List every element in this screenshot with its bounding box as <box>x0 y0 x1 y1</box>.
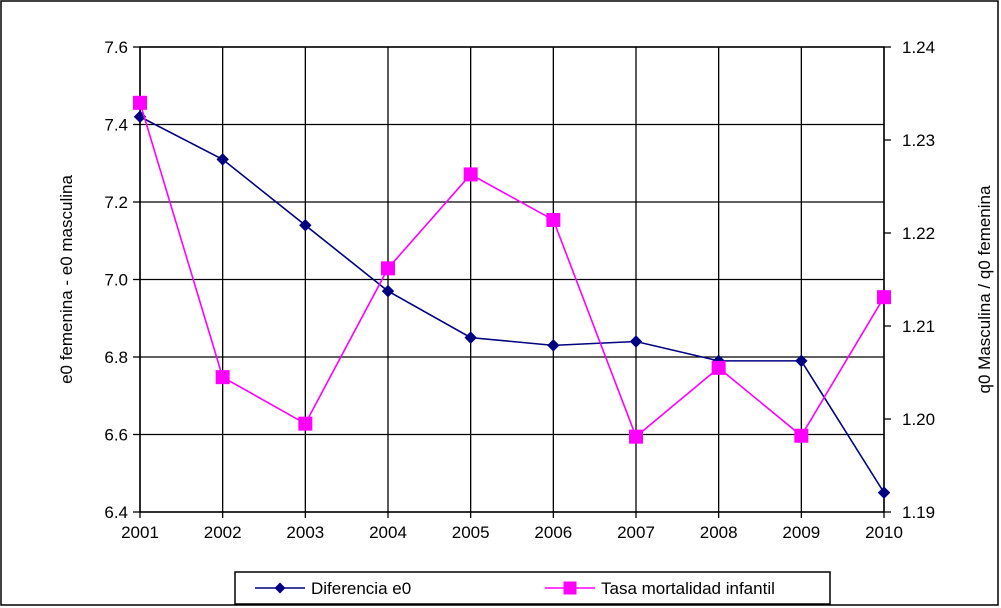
x-tick-label: 2004 <box>369 523 407 542</box>
data-point <box>711 360 726 375</box>
data-point <box>299 219 312 232</box>
x-tick-label: 2002 <box>204 523 242 542</box>
legend-marker <box>563 581 577 595</box>
data-point <box>381 261 395 276</box>
y-left-tick-label: 6.6 <box>104 426 128 445</box>
x-tick-label: 2009 <box>782 523 820 542</box>
y-right-tick-label: 1.24 <box>902 38 935 57</box>
x-axis: 2001 2002 2003 2004 2005 2006 2007 2008 2009 2010 <box>121 512 903 542</box>
data-point <box>215 370 230 385</box>
legend-item: Diferencia e0 <box>255 579 411 598</box>
x-tick-label: 2010 <box>865 523 903 542</box>
y-right-tick-label: 1.21 <box>902 317 935 336</box>
legend-box <box>234 571 831 605</box>
y-right-tick-label: 1.20 <box>902 410 935 429</box>
y-right-tick-label: 1.19 <box>902 503 935 522</box>
y-right-tick-label: 1.22 <box>902 224 935 243</box>
x-tick-label: 2003 <box>286 523 324 542</box>
data-point <box>298 416 313 431</box>
x-tick-label: 2005 <box>452 523 490 542</box>
series-1 <box>133 110 891 499</box>
y-axis-right-title: q0 Masculina / q0 femenina <box>975 185 994 393</box>
data-point <box>795 354 808 368</box>
series-layer <box>133 95 891 499</box>
y-axis-left-title: e0 femenina - e0 masculina <box>57 175 76 384</box>
legend-marker <box>274 582 286 594</box>
y-left-tick-label: 6.8 <box>104 348 128 367</box>
y-left-tick-label: 7.6 <box>104 38 128 57</box>
x-tick-label: 2007 <box>617 523 655 542</box>
y-left-tick-label: 7.4 <box>104 116 128 135</box>
data-point <box>546 212 561 227</box>
series-line <box>139 102 885 439</box>
y-left-tick-label: 7.2 <box>104 193 128 212</box>
data-point <box>216 153 229 166</box>
right-axis: 1.19 1.20 1.21 1.22 1.23 1.24 <box>884 38 935 522</box>
legend: Diferencia e0 Tasa mortalidad infantil <box>234 571 831 605</box>
data-point <box>463 167 478 182</box>
legend-label: Tasa mortalidad infantil <box>601 579 775 598</box>
data-point <box>877 290 891 305</box>
x-tick-label: 2008 <box>700 523 738 542</box>
x-tick-label: 2006 <box>534 523 572 542</box>
y-right-tick-label: 1.23 <box>902 131 935 150</box>
series-2 <box>133 95 891 444</box>
data-point <box>877 486 891 499</box>
data-point <box>629 335 643 348</box>
y-left-tick-label: 7.0 <box>104 271 128 290</box>
series-line <box>139 116 885 494</box>
data-point <box>547 339 560 352</box>
y-left-tick-label: 6.4 <box>104 503 128 522</box>
legend-label: Diferencia e0 <box>311 579 411 598</box>
legend-item: Tasa mortalidad infantil <box>545 579 775 598</box>
data-point <box>133 95 147 110</box>
left-axis: 6.4 6.6 6.8 7.0 7.2 7.4 7.6 <box>104 38 140 522</box>
data-point <box>381 284 395 298</box>
data-point <box>629 429 643 444</box>
data-point <box>464 331 477 344</box>
x-tick-label: 2001 <box>121 523 159 542</box>
data-point <box>794 428 809 443</box>
